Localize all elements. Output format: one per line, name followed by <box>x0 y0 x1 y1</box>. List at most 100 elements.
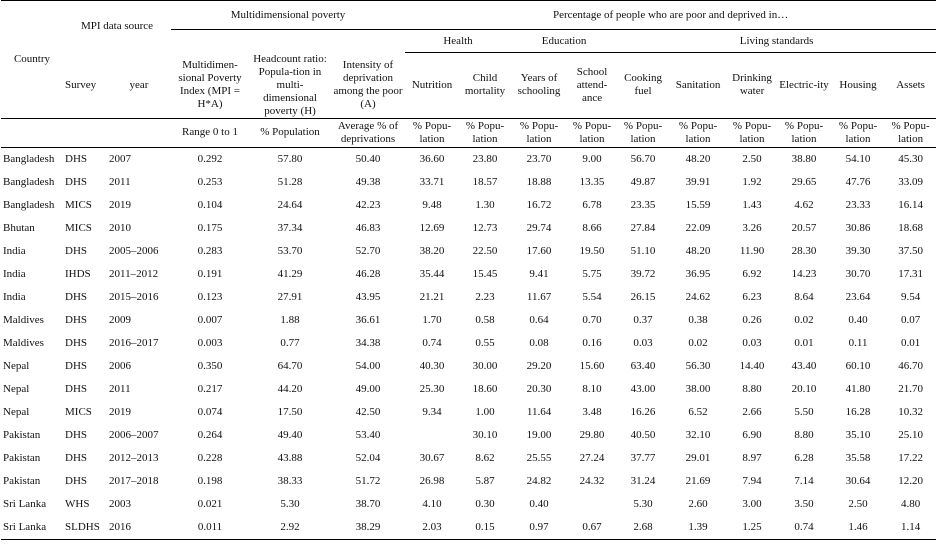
value-cell: 37.50 <box>898 244 923 257</box>
value-cell: 15.45 <box>472 267 498 280</box>
value-cell: 1.70 <box>422 313 442 326</box>
value-cell: 0.55 <box>475 336 495 349</box>
year-cell: 2007 <box>109 152 131 165</box>
value-cell: 6.52 <box>688 405 708 418</box>
year-cell: 2003 <box>109 497 131 510</box>
table-row: India DHS 2005–2006 0.283 53.70 52.70 38.20 22.… <box>1 240 936 263</box>
table-row: Maldives DHS 2009 0.007 1.88 36.61 1.70 0.58 0.6… <box>1 309 936 332</box>
value-cell: 0.97 <box>511 515 568 540</box>
value-cell: 15.60 <box>579 359 605 372</box>
year-header: year <box>129 78 149 91</box>
table-row: Sri Lanka WHS 2003 0.021 5.30 38.70 4.10 0.30 0.… <box>1 493 936 516</box>
value-cell: 51.72 <box>355 474 381 487</box>
table-row: India IHDS 2011–2012 0.191 41.29 46.28 35.44 15… <box>1 263 936 286</box>
column-header: Drinking water <box>732 72 772 98</box>
mpi-source-header: MPI data source <box>63 0 171 53</box>
value-cell: 44.20 <box>277 382 303 395</box>
value-cell: 25.55 <box>526 451 552 464</box>
value-cell: 43.88 <box>277 451 303 464</box>
value-cell: 5.30 <box>633 497 653 510</box>
value-cell: 20.30 <box>526 382 552 395</box>
value-cell: 49.38 <box>355 175 381 188</box>
value-cell: 23.70 <box>526 152 552 165</box>
value-cell: 8.10 <box>582 382 602 395</box>
value-cell: 53.40 <box>355 428 381 441</box>
value-cell: 29.01 <box>685 451 711 464</box>
year-cell: 2017–2018 <box>109 474 159 487</box>
value-cell: 43.00 <box>630 382 656 395</box>
value-cell: 0.77 <box>280 336 300 349</box>
survey-cell: DHS <box>65 428 88 441</box>
value-cell: 6.78 <box>582 198 602 211</box>
value-cell: 0.02 <box>688 336 708 349</box>
value-cell <box>405 424 459 447</box>
value-cell: 25.30 <box>419 382 445 395</box>
country-cell: Pakistan <box>3 428 41 441</box>
country-cell: Bangladesh <box>3 198 55 211</box>
value-cell: 11.90 <box>739 244 765 257</box>
value-cell: 6.23 <box>742 290 762 303</box>
country-cell: Bhutan <box>3 221 35 234</box>
value-cell: 3.00 <box>742 497 762 510</box>
year-cell: 2009 <box>109 313 131 326</box>
value-cell: 51.28 <box>277 175 303 188</box>
value-cell: 16.28 <box>845 405 871 418</box>
value-cell: 42.50 <box>355 405 381 418</box>
value-cell: 0.67 <box>567 515 618 540</box>
value-cell: 33.09 <box>898 175 923 188</box>
living-standards-header: Living standards <box>617 29 937 53</box>
value-cell: 1.25 <box>727 515 778 540</box>
value-cell: 20.10 <box>791 382 817 395</box>
value-cell: 0.70 <box>582 313 602 326</box>
value-cell: 1.46 <box>831 515 886 540</box>
value-cell: 30.00 <box>472 359 498 372</box>
value-cell: 0.350 <box>197 359 223 372</box>
value-cell: 17.50 <box>277 405 303 418</box>
value-cell: 37.34 <box>277 221 303 234</box>
survey-cell: IHDS <box>65 267 91 280</box>
value-cell: 43.40 <box>791 359 817 372</box>
value-cell: 30.67 <box>419 451 445 464</box>
survey-header: Survey <box>65 78 97 91</box>
value-cell: 18.60 <box>472 382 498 395</box>
value-cell: 35.58 <box>845 451 871 464</box>
value-cell: 54.00 <box>355 359 381 372</box>
value-cell: 39.91 <box>685 175 711 188</box>
value-cell: 23.64 <box>845 290 871 303</box>
year-cell: 2016 <box>107 515 171 540</box>
value-cell: 25.10 <box>898 428 923 441</box>
value-cell: 0.40 <box>848 313 868 326</box>
survey-cell: MICS <box>65 405 92 418</box>
unit-label: % Population <box>249 117 331 148</box>
value-cell: 8.97 <box>742 451 762 464</box>
value-cell: 32.10 <box>685 428 711 441</box>
value-cell: 1.14 <box>885 515 937 540</box>
value-cell: 0.26 <box>742 313 762 326</box>
value-cell: 13.35 <box>579 175 605 188</box>
education-header: Education <box>511 29 618 53</box>
value-cell: 27.84 <box>630 221 656 234</box>
unit-label: % Popu-lation <box>777 117 832 148</box>
value-cell: 8.64 <box>794 290 814 303</box>
survey-cell: SLDHS <box>63 515 107 540</box>
value-cell: 0.74 <box>422 336 442 349</box>
column-header: Sanitation <box>675 78 721 91</box>
value-cell: 40.30 <box>419 359 445 372</box>
value-cell <box>567 493 617 516</box>
value-cell: 23.35 <box>630 198 656 211</box>
value-cell: 60.10 <box>845 359 871 372</box>
value-cell: 63.40 <box>630 359 656 372</box>
survey-cell: DHS <box>65 290 88 303</box>
table-row: Sri Lanka SLDHS 2016 0.011 2.92 38.29 2.03 0.15… <box>1 515 937 540</box>
year-cell: 2010 <box>109 221 131 234</box>
value-cell: 15.59 <box>685 198 711 211</box>
table-row: Pakistan DHS 2012–2013 0.228 43.88 52.04 30.67… <box>1 447 936 470</box>
value-cell: 17.22 <box>898 451 923 464</box>
country-header: Country <box>1 0 63 118</box>
value-cell: 64.70 <box>277 359 303 372</box>
value-cell: 5.75 <box>582 267 602 280</box>
value-cell: 1.30 <box>475 198 495 211</box>
value-cell: 29.80 <box>579 428 605 441</box>
value-cell: 49.00 <box>355 382 381 395</box>
column-header: Headcount ratio: Popula-tion in multi-di… <box>253 52 327 117</box>
